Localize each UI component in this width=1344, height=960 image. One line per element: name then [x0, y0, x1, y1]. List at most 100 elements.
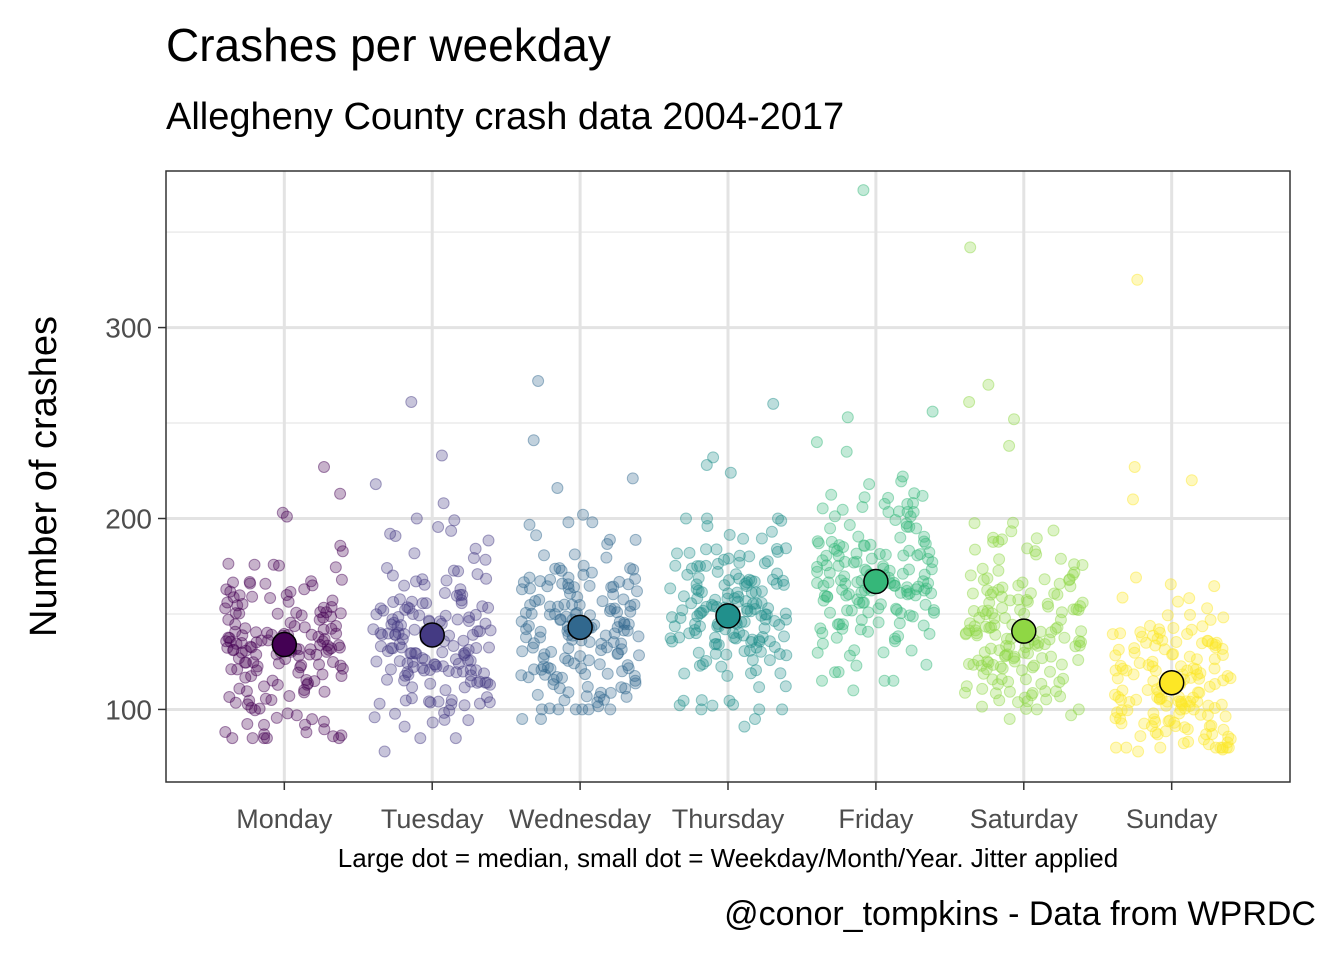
data-point — [1182, 735, 1195, 748]
data-point — [523, 571, 536, 584]
data-point — [329, 561, 342, 574]
data-point — [258, 728, 271, 741]
data-point — [1028, 637, 1041, 650]
data-point — [695, 694, 708, 707]
data-point — [303, 648, 316, 661]
data-point — [1196, 637, 1208, 650]
data-point — [245, 641, 258, 654]
data-point — [816, 502, 829, 515]
data-point — [1128, 646, 1141, 659]
data-point — [738, 645, 751, 658]
data-point — [611, 648, 624, 660]
data-point — [523, 518, 536, 531]
data-point — [688, 624, 701, 636]
data-point — [451, 613, 464, 626]
data-point — [389, 628, 402, 641]
data-point — [325, 610, 337, 623]
data-point — [298, 621, 311, 634]
data-point — [605, 581, 618, 594]
data-point — [335, 573, 348, 586]
data-point — [1181, 628, 1194, 640]
data-point — [1214, 741, 1227, 754]
data-point — [1038, 638, 1051, 651]
data-point — [775, 514, 788, 527]
data-point — [368, 711, 381, 724]
data-point — [534, 625, 547, 638]
data-point — [833, 618, 846, 631]
data-point — [568, 581, 580, 594]
data-point — [1072, 703, 1085, 716]
data-point — [731, 586, 744, 599]
data-point — [628, 598, 641, 611]
data-point — [442, 665, 455, 677]
data-point — [1068, 566, 1081, 579]
data-point — [1042, 600, 1055, 613]
data-point — [855, 586, 868, 599]
data-point — [280, 589, 293, 601]
data-point — [1116, 662, 1129, 675]
data-point — [816, 554, 829, 567]
data-point — [1209, 639, 1222, 651]
data-point — [1051, 588, 1064, 601]
data-point — [1203, 720, 1216, 733]
data-point — [733, 626, 746, 639]
data-point — [401, 657, 414, 670]
data-point — [538, 549, 550, 562]
data-point — [604, 602, 617, 615]
data-point — [837, 541, 850, 553]
data-point — [1201, 602, 1214, 615]
data-point — [405, 595, 418, 608]
data-point — [396, 633, 409, 646]
data-point — [923, 546, 936, 559]
data-point — [753, 635, 766, 648]
data-point — [608, 627, 621, 640]
data-point — [1191, 695, 1204, 708]
data-point — [482, 601, 495, 614]
data-point — [743, 573, 756, 586]
data-point — [384, 663, 397, 676]
data-point — [574, 650, 587, 663]
data-point — [767, 397, 780, 410]
y-tick-label: 100 — [105, 694, 152, 725]
data-point — [552, 703, 565, 716]
data-point — [463, 611, 476, 624]
data-point — [376, 628, 389, 641]
data-point — [549, 562, 562, 575]
data-point — [537, 652, 550, 665]
data-point — [305, 575, 318, 588]
data-point — [1210, 636, 1223, 649]
data-point — [746, 654, 759, 666]
data-point — [516, 583, 528, 596]
data-point — [996, 581, 1009, 594]
data-point — [993, 553, 1006, 566]
data-point — [1208, 678, 1221, 690]
data-point — [728, 592, 741, 605]
data-point — [897, 549, 910, 562]
data-point — [1040, 693, 1053, 706]
data-point — [1151, 728, 1164, 741]
data-point — [887, 674, 900, 687]
data-point — [305, 628, 318, 641]
data-point — [1026, 687, 1039, 699]
data-point — [418, 664, 431, 677]
data-point — [1075, 625, 1088, 638]
data-point — [529, 595, 542, 608]
data-point — [700, 655, 713, 667]
data-point — [696, 658, 709, 671]
data-point — [1038, 573, 1051, 586]
data-point — [222, 557, 235, 570]
data-point — [545, 645, 558, 658]
data-point — [629, 674, 642, 687]
data-point — [1151, 691, 1164, 704]
data-point — [840, 589, 853, 602]
data-point — [628, 670, 641, 682]
data-point — [1178, 702, 1191, 715]
data-point — [535, 663, 548, 676]
data-point — [693, 607, 706, 620]
data-point — [1130, 571, 1142, 584]
data-point — [710, 638, 723, 650]
data-point — [745, 586, 758, 599]
data-point — [1065, 709, 1078, 722]
data-point — [562, 582, 575, 595]
data-point — [967, 605, 980, 617]
